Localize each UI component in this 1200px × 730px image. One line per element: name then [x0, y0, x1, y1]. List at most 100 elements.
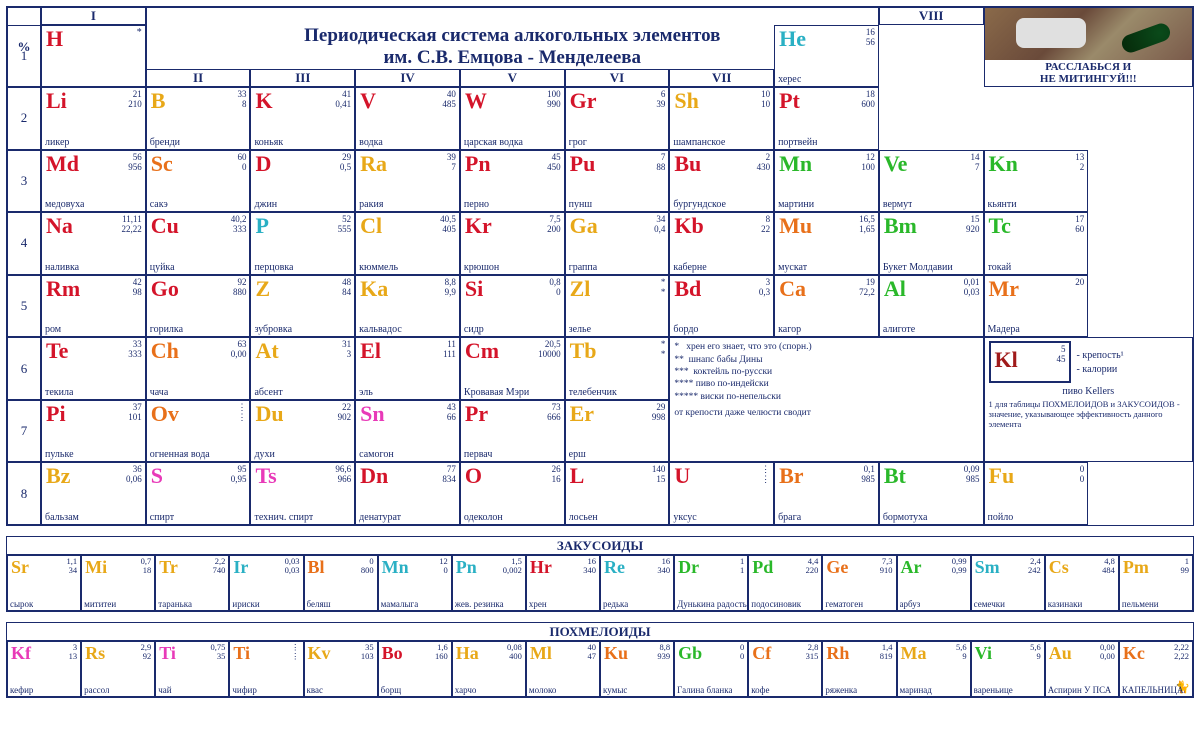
- element-Sn: Sn4366самогон: [355, 400, 460, 463]
- element-Li: Li21210ликер: [41, 87, 146, 150]
- extra-Tr: Tr2,2740таранька: [155, 555, 229, 611]
- header-IV: IV: [355, 69, 460, 87]
- element-Pr: Pr73666первач: [460, 400, 565, 463]
- element-Ca: Ca1972,2кагор: [774, 275, 879, 338]
- extra-Ku: Ku8,8939кумыс: [600, 641, 674, 697]
- element-O: O2616одеколон: [460, 462, 565, 525]
- period-4: 4: [7, 212, 41, 275]
- pohmeloids-section: ПОХМЕЛОИДЫ Kf313кефирRs2,992рассолTi0,75…: [6, 622, 1194, 698]
- zakusoids-title: ЗАКУСОИДЫ: [7, 537, 1193, 555]
- element-V: V40485водка: [355, 87, 460, 150]
- element-He: He1656херес: [774, 25, 879, 87]
- extra-Kv: Kv35103квас: [304, 641, 378, 697]
- element-Tb: Tb**телебенчик: [565, 337, 670, 400]
- extra-Rh: Rh1,4819ряженка: [822, 641, 896, 697]
- element-Ka: Ka8,89,9кальвадос: [355, 275, 460, 338]
- extra-Hr: Hr16340хрен: [526, 555, 600, 611]
- extra-Pm: Pm199пельмени: [1119, 555, 1193, 611]
- header-V: V: [460, 69, 565, 87]
- extra-Re: Re16340редька: [600, 555, 674, 611]
- extra-Ma: Ma5,69маринад: [897, 641, 971, 697]
- element-Cl: Cl40,5405кюммель: [355, 212, 460, 275]
- element-Te: Te33333текила: [41, 337, 146, 400]
- element-Bm: Bm15920Букет Молдавии: [879, 212, 984, 275]
- element-Pn: Pn45450перно: [460, 150, 565, 213]
- element-K: K410,41коньяк: [250, 87, 355, 150]
- element-At: At313абсент: [250, 337, 355, 400]
- element-H: H*: [41, 25, 146, 87]
- element-Er: Er29998ерш: [565, 400, 670, 463]
- header-VIII: VIII: [879, 7, 984, 25]
- element-Si: Si0,80сидр: [460, 275, 565, 338]
- element-Bz: Bz360,06бальзам: [41, 462, 146, 525]
- image-box: РАССЛАБЬСЯ ИНЕ МИТИНГУЙ!!!: [984, 7, 1193, 87]
- element-Kn: Kn132кьянти: [984, 150, 1089, 213]
- zakusoids-section: ЗАКУСОИДЫ Sr1,134сырокMi0,718мититеиTr2,…: [6, 536, 1194, 612]
- period-8: 8: [7, 462, 41, 525]
- element-Cm: Cm20,510000Кровавая Мэри: [460, 337, 565, 400]
- element-El: El11111эль: [355, 337, 460, 400]
- element-Ts: Ts96,6966технич. спирт: [250, 462, 355, 525]
- extra-Ti: Ti0,7535чай: [155, 641, 229, 697]
- extra-Cs: Cs4,8484казинаки: [1045, 555, 1119, 611]
- image-caption: РАССЛАБЬСЯ ИНЕ МИТИНГУЙ!!!: [1038, 60, 1139, 86]
- extra-Cf: Cf2,8315кофе: [748, 641, 822, 697]
- element-Bd: Bd30,3бордо: [669, 275, 774, 338]
- period-3: 3: [7, 150, 41, 213]
- element-Zl: Zl**зелье: [565, 275, 670, 338]
- extra-Bl: Bl0800беляш: [304, 555, 378, 611]
- element-Z: Z4884зубровка: [250, 275, 355, 338]
- element-W: W100990царская водка: [460, 87, 565, 150]
- extra-Ha: Ha0,08400харчо: [452, 641, 526, 697]
- element-U: U⋮⋮уксус: [669, 462, 774, 525]
- element-Mn: Mn12100мартини: [774, 150, 879, 213]
- decorative-image: [985, 8, 1192, 60]
- element-Gr: Gr639грог: [565, 87, 670, 150]
- period-2: 2: [7, 87, 41, 150]
- element-Mu: Mu16,51,65мускат: [774, 212, 879, 275]
- element-Ch: Ch630,00чача: [146, 337, 251, 400]
- element-Ra: Ra397ракия: [355, 150, 460, 213]
- extra-Gb: Gb00Галина бланка: [674, 641, 748, 697]
- header-I: I: [41, 7, 146, 25]
- extra-Sm: Sm2,4242семечки: [971, 555, 1045, 611]
- extra-Bo: Bo1,6160борщ: [378, 641, 452, 697]
- element-Du: Du22902духи: [250, 400, 355, 463]
- extra-Mi: Mi0,718мититеи: [81, 555, 155, 611]
- element-Bt: Bt0,09985бормотуха: [879, 462, 984, 525]
- element-Bu: Bu2430бургундское: [669, 150, 774, 213]
- element-Pi: Pi37101пульке: [41, 400, 146, 463]
- extra-Ar: Ar0,990,99арбуз: [897, 555, 971, 611]
- extra-Sr: Sr1,134сырок: [7, 555, 81, 611]
- element-S: S950,95спирт: [146, 462, 251, 525]
- element-Pt: Pt18600портвейн: [774, 87, 879, 150]
- extra-Au: Au0,000,00Аспирин У ПСА: [1045, 641, 1119, 697]
- extra-Ti: Ti⋮⋮чифир: [229, 641, 303, 697]
- element-Go: Go92880горилка: [146, 275, 251, 338]
- extra-Kc: Kc2,222,22🐈КАПЕЛЬНИЦА: [1119, 641, 1193, 697]
- element-Ov: Ov⋮⋮огненная вода: [146, 400, 251, 463]
- element-Fu: Fu00пойло: [984, 462, 1089, 525]
- element-L: L14015лосьен: [565, 462, 670, 525]
- period-1: 1: [7, 25, 41, 87]
- period-6: 6: [7, 337, 41, 400]
- element-Sh: Sh1010шампанское: [669, 87, 774, 150]
- header-III: III: [250, 69, 355, 87]
- element-Pu: Pu788пунш: [565, 150, 670, 213]
- header-II: II: [146, 69, 251, 87]
- header-VII: VII: [669, 69, 774, 87]
- extra-Mn: Mn120мамалыга: [378, 555, 452, 611]
- element-Al: Al0,010,03алиготе: [879, 275, 984, 338]
- element-Tc: Tc1760токай: [984, 212, 1089, 275]
- period-5: 5: [7, 275, 41, 338]
- element-Ve: Ve147вермут: [879, 150, 984, 213]
- element-Kr: Kr7,5200крюшон: [460, 212, 565, 275]
- extra-Dr: Dr11Дунькина радость: [674, 555, 748, 611]
- element-Sc: Sc600сакэ: [146, 150, 251, 213]
- element-Kb: Kb822каберне: [669, 212, 774, 275]
- element-Ga: Ga340,4граппа: [565, 212, 670, 275]
- element-D: D290,5джин: [250, 150, 355, 213]
- legend-box: * хрен его знает, что это (спорн.) ** шн…: [669, 337, 983, 462]
- element-Rm: Rm4298ром: [41, 275, 146, 338]
- element-P: P52555перцовка: [250, 212, 355, 275]
